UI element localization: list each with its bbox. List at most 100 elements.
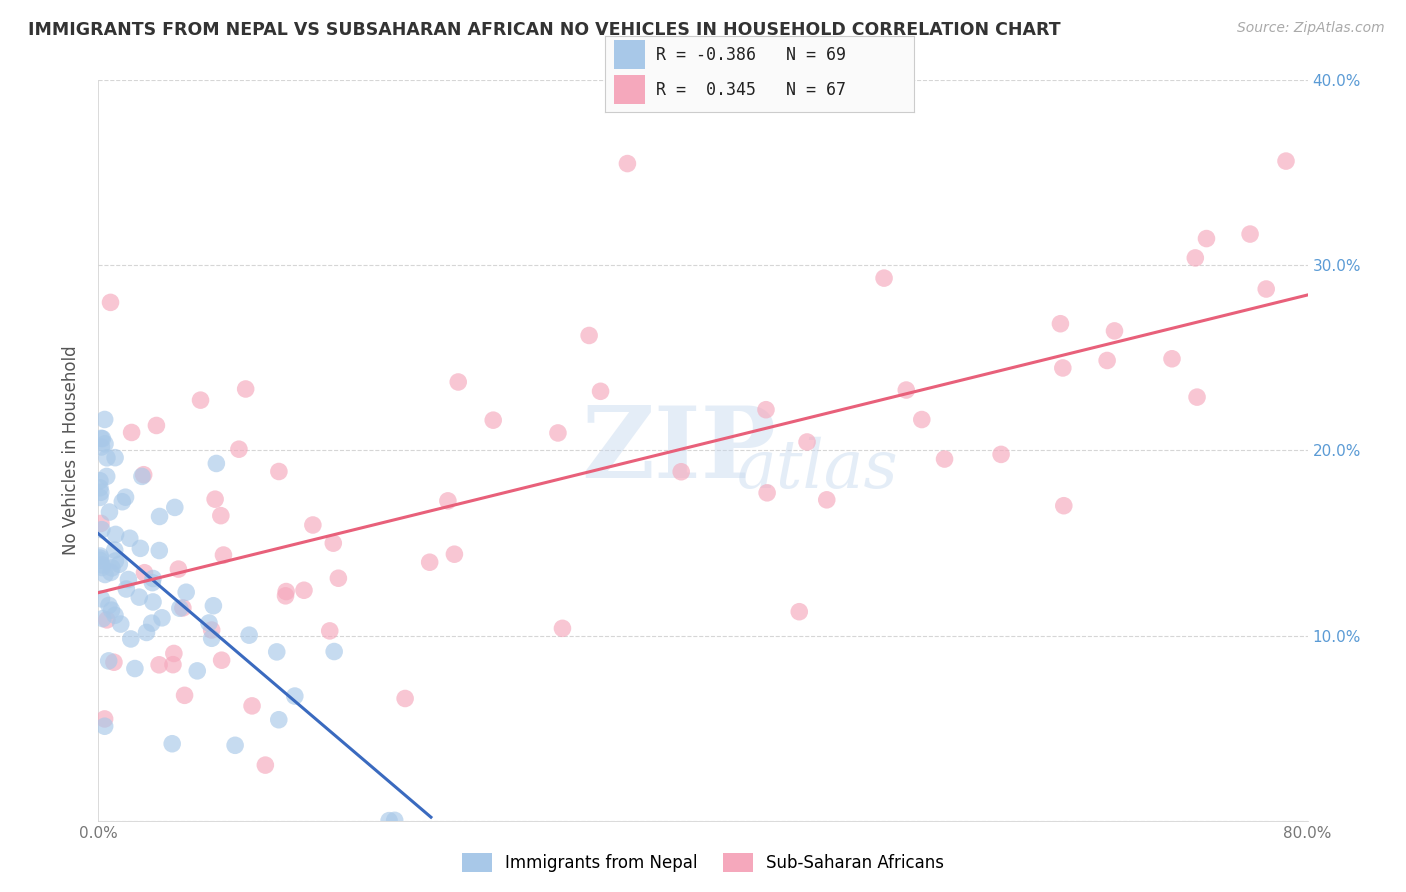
Point bbox=[115, 582, 138, 596]
Point bbox=[1195, 231, 1218, 245]
Point bbox=[103, 655, 125, 669]
Point bbox=[224, 739, 246, 753]
Point bbox=[755, 402, 778, 417]
Point bbox=[89, 491, 111, 505]
Point bbox=[173, 689, 195, 703]
Point bbox=[111, 494, 134, 508]
Point bbox=[101, 561, 124, 575]
Text: ZIP: ZIP bbox=[581, 402, 776, 499]
Point bbox=[131, 469, 153, 483]
Point bbox=[89, 551, 111, 566]
Text: R =  0.345   N = 67: R = 0.345 N = 67 bbox=[655, 81, 845, 99]
Point bbox=[90, 523, 112, 537]
Point bbox=[235, 382, 257, 396]
Point bbox=[934, 452, 956, 467]
Point bbox=[198, 615, 221, 630]
Point bbox=[482, 413, 505, 427]
Point bbox=[547, 425, 569, 440]
Point bbox=[89, 549, 111, 563]
Point bbox=[124, 661, 146, 675]
Text: IMMIGRANTS FROM NEPAL VS SUBSAHARAN AFRICAN NO VEHICLES IN HOUSEHOLD CORRELATION: IMMIGRANTS FROM NEPAL VS SUBSAHARAN AFRI… bbox=[28, 21, 1060, 38]
Point bbox=[1161, 351, 1184, 366]
Point bbox=[135, 625, 157, 640]
FancyBboxPatch shape bbox=[614, 40, 645, 69]
Point bbox=[447, 375, 470, 389]
Point bbox=[578, 328, 600, 343]
Point bbox=[129, 541, 152, 556]
FancyBboxPatch shape bbox=[614, 75, 645, 104]
Point bbox=[104, 554, 127, 568]
Point bbox=[322, 536, 344, 550]
Point bbox=[94, 437, 117, 451]
Point bbox=[162, 657, 184, 672]
Point bbox=[117, 573, 139, 587]
Point bbox=[89, 553, 111, 567]
Point bbox=[128, 590, 150, 604]
Point bbox=[205, 457, 228, 471]
Point bbox=[141, 616, 163, 631]
Point bbox=[90, 485, 112, 500]
Point bbox=[209, 508, 232, 523]
Point bbox=[104, 450, 127, 465]
Point bbox=[1184, 251, 1206, 265]
Point bbox=[96, 450, 118, 465]
Point bbox=[104, 543, 127, 558]
Point bbox=[110, 617, 132, 632]
Point bbox=[323, 644, 346, 658]
Point bbox=[756, 485, 779, 500]
Point bbox=[141, 575, 163, 590]
Point bbox=[238, 628, 260, 642]
Point bbox=[145, 418, 167, 433]
Text: Source: ZipAtlas.com: Source: ZipAtlas.com bbox=[1237, 21, 1385, 35]
Y-axis label: No Vehicles in Household: No Vehicles in Household bbox=[62, 345, 80, 556]
Point bbox=[91, 558, 114, 572]
Point bbox=[100, 566, 122, 580]
Point bbox=[142, 595, 165, 609]
Point bbox=[98, 505, 121, 519]
Point bbox=[443, 547, 465, 561]
Point bbox=[148, 509, 170, 524]
Point bbox=[91, 611, 114, 625]
Point bbox=[163, 500, 186, 515]
Point bbox=[90, 431, 112, 445]
Point bbox=[815, 492, 838, 507]
Point bbox=[1185, 390, 1208, 404]
Point bbox=[1256, 282, 1278, 296]
Point bbox=[1052, 361, 1074, 376]
Point bbox=[266, 645, 288, 659]
Point bbox=[292, 583, 315, 598]
Point bbox=[89, 481, 111, 495]
Point bbox=[254, 758, 277, 772]
Point bbox=[160, 737, 183, 751]
Point bbox=[114, 490, 136, 504]
Point bbox=[118, 531, 141, 545]
Point bbox=[589, 384, 612, 399]
Point bbox=[1239, 227, 1261, 241]
Point bbox=[378, 814, 401, 828]
Point bbox=[121, 425, 143, 440]
Point bbox=[96, 469, 118, 483]
Point bbox=[148, 543, 170, 558]
Point bbox=[384, 814, 406, 828]
Point bbox=[212, 548, 235, 562]
Point bbox=[1104, 324, 1126, 338]
Point bbox=[93, 712, 115, 726]
Point bbox=[276, 584, 298, 599]
Point bbox=[150, 611, 173, 625]
Point bbox=[240, 698, 263, 713]
Point bbox=[97, 654, 120, 668]
Point bbox=[172, 601, 194, 615]
Point bbox=[787, 605, 810, 619]
Point bbox=[120, 632, 142, 646]
Point bbox=[437, 494, 460, 508]
Point bbox=[990, 447, 1012, 461]
Point bbox=[93, 719, 115, 733]
Point bbox=[1049, 317, 1071, 331]
Text: atlas: atlas bbox=[737, 436, 898, 501]
Point bbox=[97, 599, 120, 613]
Point bbox=[896, 383, 918, 397]
Point bbox=[873, 271, 896, 285]
Point bbox=[284, 689, 307, 703]
Point bbox=[90, 516, 112, 531]
Point bbox=[132, 467, 155, 482]
